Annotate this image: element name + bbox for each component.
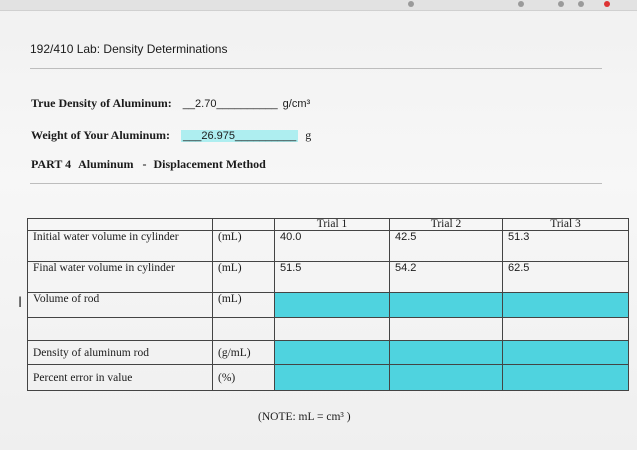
toolbar-icon[interactable] xyxy=(558,1,564,7)
table-row: Volume of rod (mL) xyxy=(27,292,629,318)
divider xyxy=(30,68,602,69)
trial-3-cell[interactable]: 51.3 xyxy=(502,230,629,262)
row-label: Percent error in value xyxy=(27,364,213,391)
table-row: Percent error in value (%) xyxy=(27,364,629,391)
page-title: 192/410 Lab: Density Determinations xyxy=(30,42,228,56)
row-label: Final water volume in cylinder xyxy=(27,261,213,293)
table-row: Initial water volume in cylinder (mL) 40… xyxy=(27,230,629,262)
trial-1-answer-cell[interactable] xyxy=(274,292,390,318)
trial-2-answer-cell[interactable] xyxy=(389,364,503,391)
row-label xyxy=(27,317,213,341)
row-label: Density of aluminum rod xyxy=(27,340,213,365)
row-unit xyxy=(212,317,275,341)
part-method: Displacement Method xyxy=(153,157,266,171)
trial-3-answer-cell[interactable] xyxy=(502,292,629,318)
trial-1-cell[interactable] xyxy=(274,317,390,341)
toolbar-icon[interactable] xyxy=(518,1,524,7)
trial-3-answer-cell[interactable] xyxy=(502,340,629,365)
table-row: Final water volume in cylinder (mL) 51.5… xyxy=(27,261,629,293)
row-label: Volume of rod xyxy=(27,292,213,318)
trial-2-cell[interactable] xyxy=(389,317,503,341)
table-header-row: Trial 1 Trial 2 Trial 3 xyxy=(27,218,629,231)
trial-2-answer-cell[interactable] xyxy=(389,340,503,365)
true-density-unit: g/cm³ xyxy=(282,98,311,110)
trial-1-answer-cell[interactable] xyxy=(274,364,390,391)
trial-2-cell[interactable]: 54.2 xyxy=(389,261,503,293)
trial-3-answer-cell[interactable] xyxy=(502,364,629,391)
weight-row: Weight of Your Aluminum: ___26.975______… xyxy=(31,128,311,143)
true-density-blank-left: __ xyxy=(182,98,196,110)
table-row xyxy=(27,317,629,341)
close-icon[interactable] xyxy=(604,1,610,7)
weight-blank-right: __________ xyxy=(235,130,297,142)
header-trial-3: Trial 3 xyxy=(502,218,629,231)
row-unit: (mL) xyxy=(212,261,275,293)
trial-1-answer-cell[interactable] xyxy=(274,340,390,365)
toolbar-icon[interactable] xyxy=(578,1,584,7)
row-label: Initial water volume in cylinder xyxy=(27,230,213,262)
trial-3-cell[interactable]: 62.5 xyxy=(502,261,629,293)
trial-1-cell[interactable]: 51.5 xyxy=(274,261,390,293)
true-density-row: True Density of Aluminum: __2.70________… xyxy=(31,96,310,111)
weight-unit: g xyxy=(305,128,312,142)
trial-2-cell[interactable]: 42.5 xyxy=(389,230,503,262)
part-separator: - xyxy=(142,157,147,171)
header-trial-1: Trial 1 xyxy=(274,218,390,231)
true-density-label: True Density of Aluminum: xyxy=(31,96,172,110)
true-density-blank-right: __________ xyxy=(216,98,278,110)
trial-1-cell[interactable]: 40.0 xyxy=(274,230,390,262)
weight-label: Weight of Your Aluminum: xyxy=(31,128,171,142)
row-unit: (mL) xyxy=(212,230,275,262)
toolbar-icon[interactable] xyxy=(408,1,414,7)
units-note: (NOTE: mL = cm³ ) xyxy=(258,411,351,423)
trial-3-cell[interactable] xyxy=(502,317,629,341)
weight-field[interactable]: ___26.975__________ xyxy=(181,130,299,142)
trial-2-answer-cell[interactable] xyxy=(389,292,503,318)
divider xyxy=(30,183,602,184)
table-row: Density of aluminum rod (g/mL) xyxy=(27,340,629,365)
header-trial-2: Trial 2 xyxy=(389,218,503,231)
part-heading: PART 4 Aluminum - Displacement Method xyxy=(31,157,266,172)
row-unit: (%) xyxy=(212,364,275,391)
part-number: PART 4 xyxy=(31,157,72,171)
header-cell xyxy=(27,218,213,231)
data-table: Trial 1 Trial 2 Trial 3 Initial water vo… xyxy=(27,218,629,391)
row-unit: (g/mL) xyxy=(212,340,275,365)
header-cell xyxy=(212,218,275,231)
row-unit: (mL) xyxy=(212,292,275,318)
weight-blank-left: ___ xyxy=(183,130,202,142)
true-density-value[interactable]: 2.70 xyxy=(195,98,217,110)
weight-value: 26.975 xyxy=(201,130,236,142)
text-cursor-icon: I xyxy=(18,295,23,311)
window-top-strip xyxy=(0,0,637,11)
part-name: Aluminum xyxy=(78,157,134,171)
